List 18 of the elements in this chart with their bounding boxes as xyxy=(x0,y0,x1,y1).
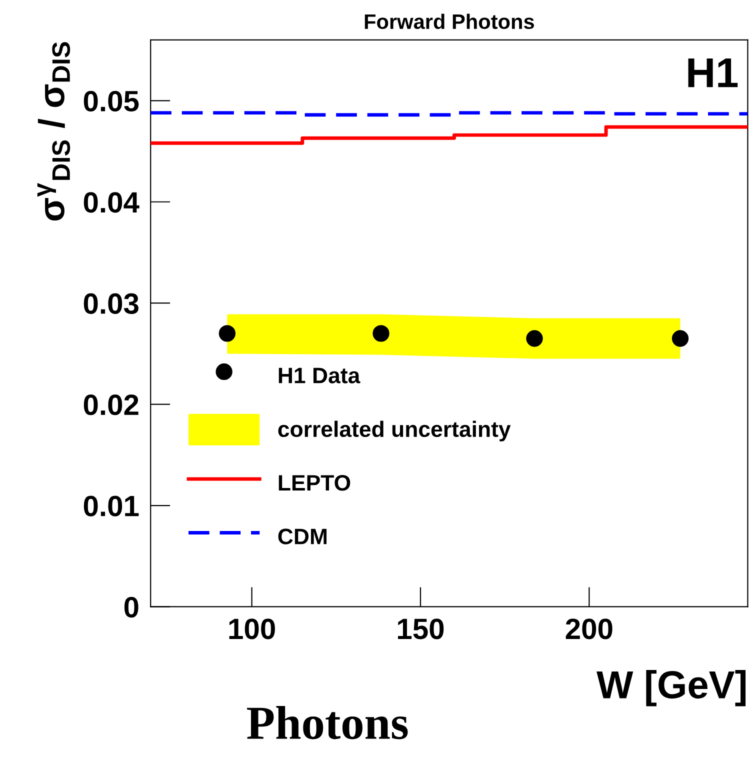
legend-label: H1 Data xyxy=(278,368,360,384)
y-tick-label: 0.01 xyxy=(84,496,139,516)
chart-title: Forward Photons xyxy=(364,14,534,30)
x-tick-label: 200 xyxy=(566,618,612,640)
y-tick-label: 0.04 xyxy=(84,192,140,213)
y-tick-label: 0.02 xyxy=(84,394,138,416)
y-tick-label: 0 xyxy=(124,596,138,618)
x-axis-title: W [GeV] xyxy=(596,670,746,706)
annotation: H1 xyxy=(688,58,738,88)
y-axis-title: σ$^{γ}$$_{DIS}$ / σ$_{DIS}$ xyxy=(37,42,70,221)
legend-label: LEPTO xyxy=(278,474,350,491)
y-tick-label: 0.03 xyxy=(84,293,138,314)
x-tick-label: 100 xyxy=(229,618,275,640)
y-tick-label: 0.05 xyxy=(84,90,139,112)
legend-label: correlated uncertainty xyxy=(278,420,511,442)
x-tick-label: 150 xyxy=(398,618,444,640)
text: Photons xyxy=(247,706,408,740)
legend-label: CDM xyxy=(278,528,327,544)
